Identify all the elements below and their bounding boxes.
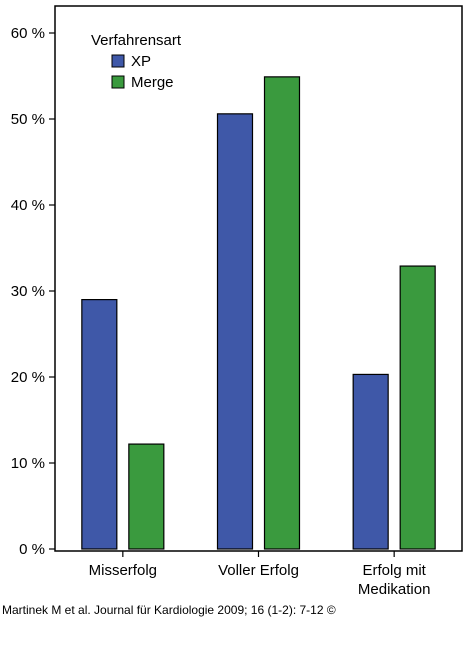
- bar-merge-1: [128, 443, 165, 550]
- bars: [81, 76, 436, 550]
- bar-chart: 0 % 10 % 20 % 30 % 40 % 50 % 60 % Misserfolg Vo…: [11, 5, 463, 598]
- bar-merge-2: [263, 76, 301, 550]
- bar-xp-1: [81, 299, 118, 550]
- x-tick-label: Voller Erfolg: [218, 562, 299, 579]
- x-tick-label: Erfolg mit Medikation: [358, 562, 431, 598]
- legend-swatch-merge: [111, 75, 125, 89]
- legend-label-merge: Merge: [131, 74, 174, 91]
- legend-title: Verfahrensart: [91, 32, 182, 49]
- x-tick-label-line: Voller Erfolg: [218, 562, 299, 579]
- y-tick-label: 30 %: [11, 283, 45, 300]
- legend-label-xp: XP: [131, 53, 151, 70]
- y-tick-label: 10 %: [11, 455, 45, 472]
- y-tick-label: 60 %: [11, 25, 45, 42]
- y-tick-label: 40 %: [11, 197, 45, 214]
- x-tick-label-line: Medikation: [358, 581, 431, 598]
- x-tick-label-line: Erfolg mit: [362, 562, 426, 579]
- bar-xp-2: [216, 113, 254, 550]
- x-tick-label-line: Misserfolg: [89, 562, 157, 579]
- legend-swatch-xp: [111, 54, 125, 68]
- x-tick-label: Misserfolg: [89, 562, 157, 579]
- legend: Verfahrensart XP Merge: [91, 32, 182, 91]
- y-tick-label: 20 %: [11, 369, 45, 386]
- bar-merge-3: [399, 265, 436, 550]
- citation: Martinek M et al. Journal für Kardiologi…: [2, 603, 336, 617]
- y-axis: 0 % 10 % 20 % 30 % 40 % 50 % 60 %: [11, 25, 55, 558]
- bar-xp-3: [352, 373, 389, 550]
- y-tick-label: 0 %: [19, 541, 45, 558]
- x-axis: Misserfolg Voller Erfolg Erfolg mit Medikat…: [89, 551, 431, 598]
- y-tick-label: 50 %: [11, 111, 45, 128]
